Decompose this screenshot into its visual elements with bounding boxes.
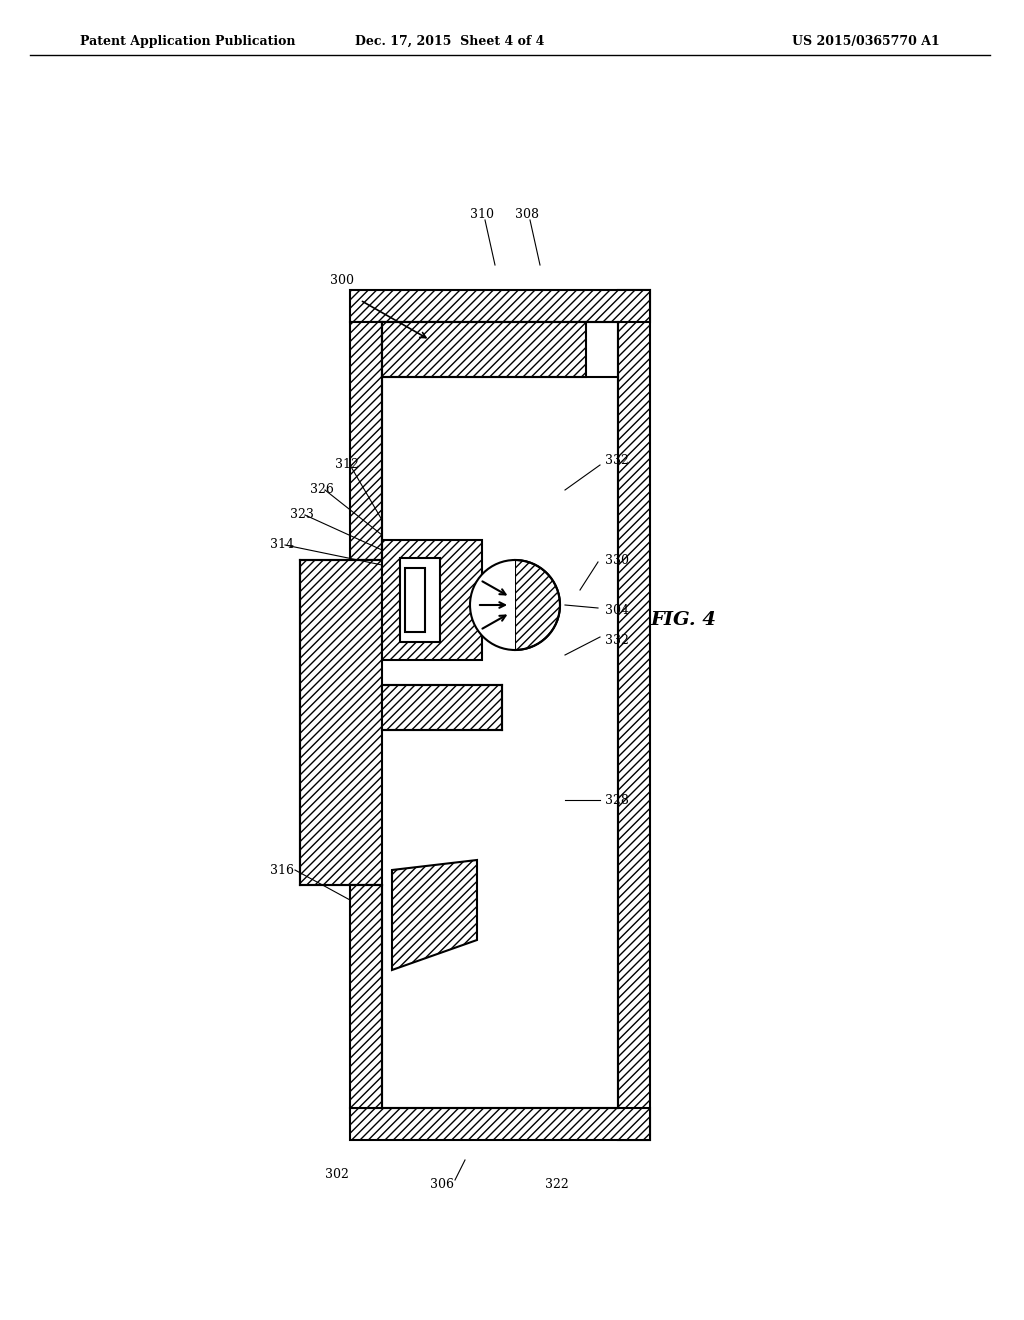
Text: 332: 332 [605,454,629,466]
Bar [618,290,650,1140]
Text: 310: 310 [470,209,494,222]
Text: FIG. 4: FIG. 4 [650,611,716,630]
Bar [406,568,425,632]
Bar [350,290,650,322]
Text: 300: 300 [330,273,354,286]
Text: 316: 316 [270,863,294,876]
Text: 306: 306 [430,1179,454,1192]
Text: 323: 323 [290,508,314,521]
Bar [382,322,618,1107]
Bar [382,322,586,378]
Text: Patent Application Publication: Patent Application Publication [80,36,296,48]
Bar [350,1107,650,1140]
Wedge shape [515,560,560,649]
Bar [300,560,382,884]
Text: 332: 332 [605,634,629,647]
Text: 312: 312 [335,458,358,471]
Bar [350,322,382,560]
Text: US 2015/0365770 A1: US 2015/0365770 A1 [793,36,940,48]
Text: 314: 314 [270,539,294,552]
Bar [382,540,482,660]
Text: 308: 308 [515,209,539,222]
Wedge shape [470,560,515,649]
Bar [400,558,440,642]
Text: 326: 326 [310,483,334,496]
Text: 328: 328 [605,793,629,807]
Bar [382,685,502,730]
Text: 302: 302 [325,1168,349,1181]
Text: 330: 330 [605,553,629,566]
Text: 322: 322 [545,1179,568,1192]
Text: Dec. 17, 2015  Sheet 4 of 4: Dec. 17, 2015 Sheet 4 of 4 [355,36,545,48]
Text: 304: 304 [605,603,629,616]
Bar [350,884,382,1107]
Polygon shape [392,861,477,970]
